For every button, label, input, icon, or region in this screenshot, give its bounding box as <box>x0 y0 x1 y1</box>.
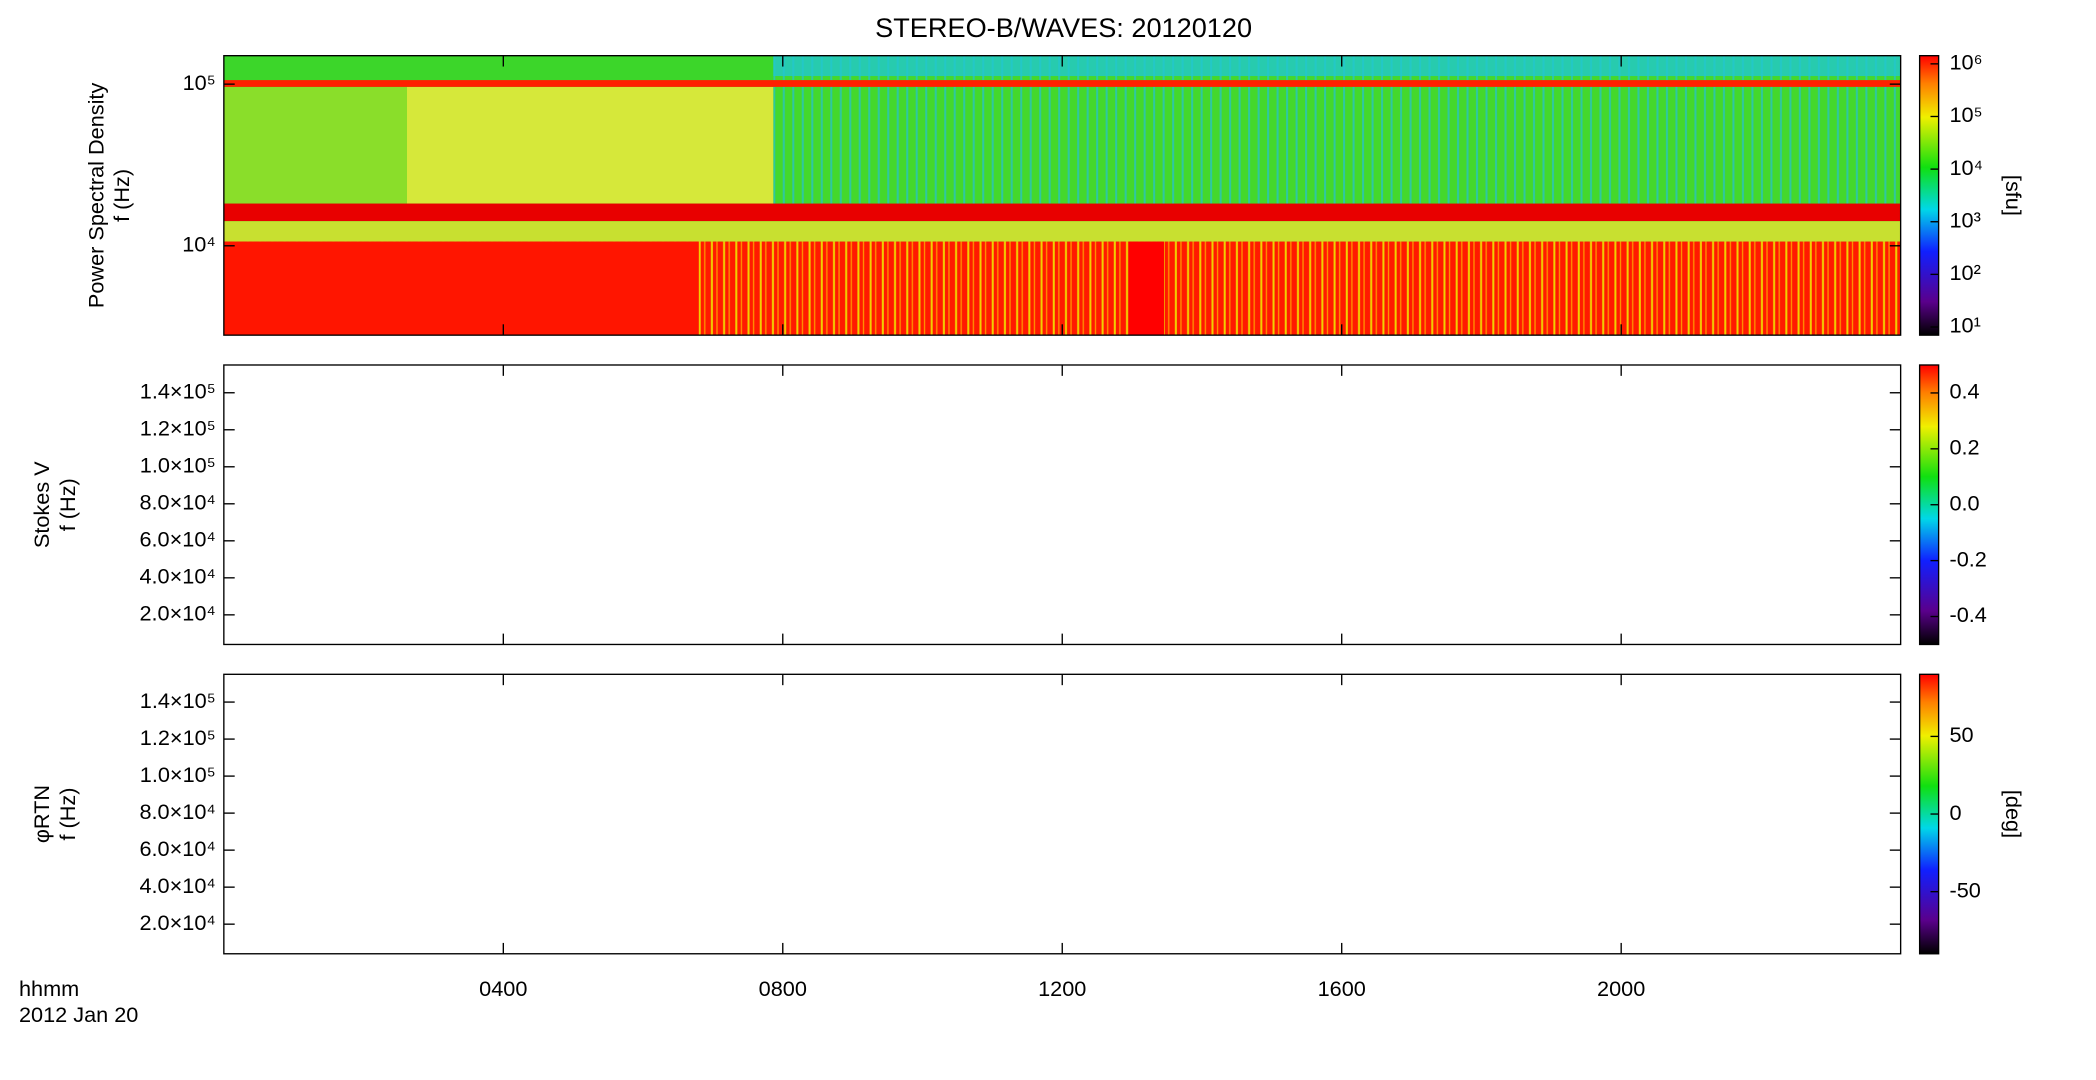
y-tick-label: 8.0×10⁴ <box>139 490 215 515</box>
x-tick-label: 1600 <box>1318 976 1366 1001</box>
colorbar-tick-label: 0.0 <box>1949 490 1979 515</box>
y-tick-label: 6.0×10⁴ <box>139 836 215 861</box>
x-tick-label: 0400 <box>479 976 527 1001</box>
y-tick-label: 1.0×10⁵ <box>140 762 216 787</box>
y-tick-label: 8.0×10⁴ <box>139 799 215 824</box>
y-tick-label: 1.0×10⁵ <box>140 453 216 478</box>
y-tick-label: 4.0×10⁴ <box>139 564 215 589</box>
y-axis-label: Stokes V <box>29 461 54 548</box>
plot-frame <box>223 364 1902 646</box>
colorbar-tick-label: 10¹ <box>1949 313 1980 338</box>
x-tick-label: 0800 <box>759 976 807 1001</box>
colorbar-label: [sfu] <box>2001 175 2026 216</box>
colorbar-tick-label: 0.4 <box>1949 379 1979 404</box>
y-axis-label: φRTN <box>29 785 54 843</box>
y-axis-label: f (Hz) <box>55 478 80 531</box>
spectrogram-image <box>223 55 1901 336</box>
date-label: 2012 Jan 20 <box>19 1002 138 1027</box>
colorbar-tick-label: 0.2 <box>1949 435 1979 460</box>
colorbar-tick-label: 10⁴ <box>1949 155 1982 180</box>
colorbar-tick-label: -0.4 <box>1949 602 1986 627</box>
colorbar-tick-label: 50 <box>1949 722 1973 747</box>
x-axis-label: hhmm <box>19 976 79 1001</box>
chart-title: STEREO-B/WAVES: 20120120 <box>875 12 1252 43</box>
y-tick-label: 2.0×10⁴ <box>139 601 215 626</box>
y-axis-label: Power Spectral Density <box>83 83 108 309</box>
y-axis-label: f (Hz) <box>55 788 80 841</box>
colorbar-tick-label: -0.2 <box>1949 546 1986 571</box>
plot-frame <box>223 673 1902 955</box>
y-axis-label: f (Hz) <box>109 169 134 222</box>
y-tick-label: 2.0×10⁴ <box>139 910 215 935</box>
colorbar-tick-label: 10² <box>1949 260 1980 285</box>
y-tick-label: 10⁵ <box>183 70 216 95</box>
colorbar-tick-label: 0 <box>1949 800 1961 825</box>
y-tick-label: 1.2×10⁵ <box>140 725 216 750</box>
y-tick-label: 1.4×10⁵ <box>140 378 216 403</box>
y-tick-label: 6.0×10⁴ <box>139 527 215 552</box>
x-tick-label: 1200 <box>1038 976 1086 1001</box>
colorbar-tick-label: -50 <box>1949 877 1980 902</box>
colorbar <box>1918 55 1940 336</box>
y-tick-label: 10⁴ <box>182 232 215 257</box>
colorbar-tick-label: 10⁶ <box>1949 50 1982 75</box>
colorbar-label: [deg] <box>2001 790 2026 838</box>
y-tick-label: 1.4×10⁵ <box>140 688 216 713</box>
y-tick-label: 4.0×10⁴ <box>139 873 215 898</box>
y-tick-label: 1.2×10⁵ <box>140 416 216 441</box>
x-tick-label: 2000 <box>1597 976 1645 1001</box>
colorbar-tick-label: 10⁵ <box>1949 102 1982 127</box>
colorbar-tick-label: 10³ <box>1949 207 1980 232</box>
